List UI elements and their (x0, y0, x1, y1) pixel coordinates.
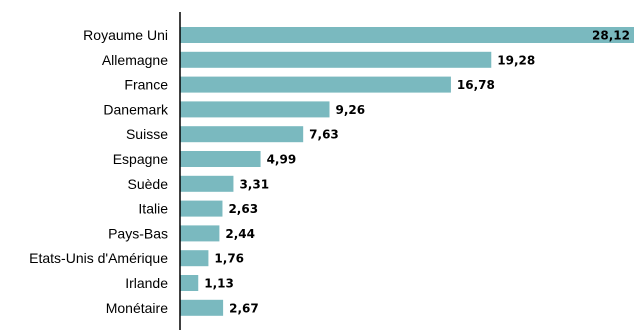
value-label: 7,63 (309, 128, 339, 142)
category-label: Etats-Unis d'Amérique (29, 250, 168, 266)
value-label: 1,13 (204, 277, 234, 291)
bar (180, 200, 223, 217)
value-label: 28,12 (592, 29, 630, 43)
category-label: Irlande (125, 275, 168, 291)
bar (180, 51, 492, 68)
value-label: 3,31 (239, 177, 269, 191)
value-label: 19,28 (497, 53, 535, 67)
category-label: Allemagne (102, 52, 168, 68)
bar (180, 101, 330, 118)
bar (180, 299, 224, 316)
category-label: Danemark (103, 101, 169, 117)
category-label: Suisse (126, 126, 168, 142)
value-label: 1,76 (214, 252, 244, 266)
value-label: 4,99 (267, 153, 297, 167)
bar (180, 27, 634, 43)
bar (180, 151, 261, 167)
bar (180, 175, 234, 192)
value-label: 9,26 (336, 103, 366, 117)
category-label: Pays-Bas (108, 225, 168, 241)
value-label: 2,67 (229, 301, 259, 315)
value-label: 2,63 (228, 202, 258, 216)
category-label: Royaume Uni (83, 27, 168, 43)
category-label: Monétaire (106, 300, 168, 316)
bar (180, 126, 304, 143)
bar (180, 250, 209, 267)
value-label: 2,44 (225, 227, 255, 241)
category-label: Italie (138, 201, 168, 217)
value-label: 16,78 (457, 78, 495, 92)
category-label: France (124, 77, 168, 93)
category-labels: Royaume Uni Allemagne France Danemark Suisse… (29, 27, 169, 316)
bar (180, 76, 451, 93)
category-label: Suède (128, 176, 169, 192)
bar (180, 225, 220, 242)
category-label: Espagne (113, 151, 168, 167)
bar (180, 275, 199, 291)
bars-group (180, 27, 634, 316)
